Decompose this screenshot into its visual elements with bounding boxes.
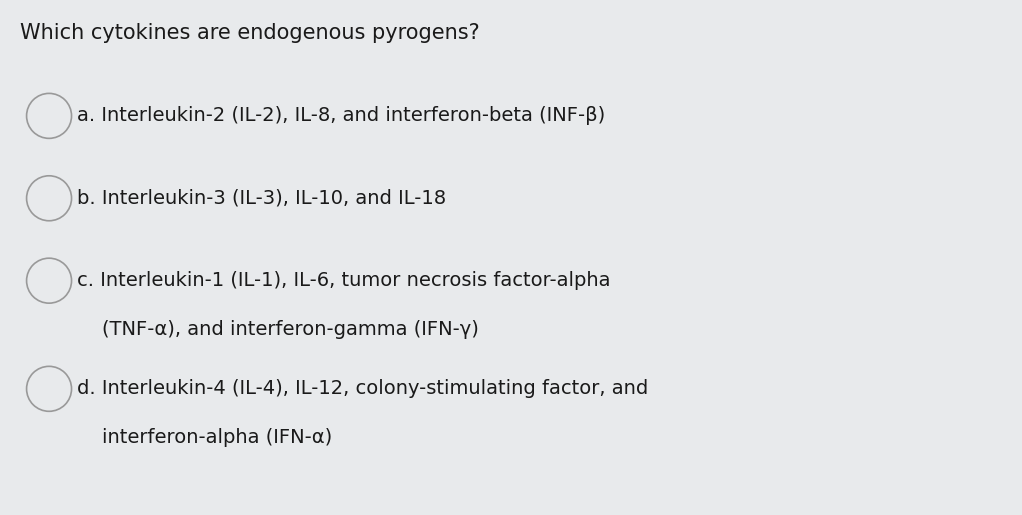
Text: b. Interleukin-3 (IL-3), IL-10, and IL-18: b. Interleukin-3 (IL-3), IL-10, and IL-1… <box>77 189 446 208</box>
Text: interferon-alpha (IFN-α): interferon-alpha (IFN-α) <box>77 428 332 447</box>
Text: (TNF-α), and interferon-gamma (IFN-γ): (TNF-α), and interferon-gamma (IFN-γ) <box>77 320 478 339</box>
Text: a. Interleukin-2 (IL-2), IL-8, and interferon-beta (INF-β): a. Interleukin-2 (IL-2), IL-8, and inter… <box>77 107 605 125</box>
Text: c. Interleukin-1 (IL-1), IL-6, tumor necrosis factor-alpha: c. Interleukin-1 (IL-1), IL-6, tumor nec… <box>77 271 610 290</box>
Text: Which cytokines are endogenous pyrogens?: Which cytokines are endogenous pyrogens? <box>20 23 480 43</box>
Text: d. Interleukin-4 (IL-4), IL-12, colony-stimulating factor, and: d. Interleukin-4 (IL-4), IL-12, colony-s… <box>77 380 648 398</box>
